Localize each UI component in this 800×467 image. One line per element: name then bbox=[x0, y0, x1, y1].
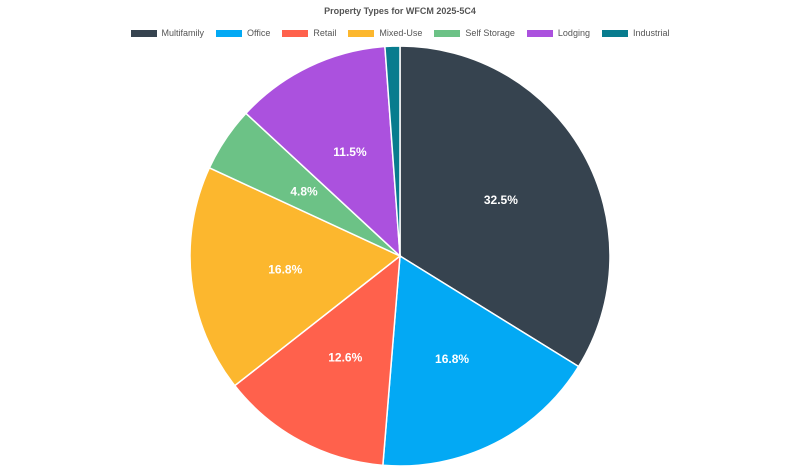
legend-label: Industrial bbox=[632, 28, 670, 38]
legend-swatch bbox=[526, 29, 553, 37]
legend-swatch bbox=[601, 29, 628, 37]
chart-title: Property Types for WFCM 2025-5C4 bbox=[324, 6, 476, 16]
legend-swatch bbox=[216, 29, 243, 37]
slice-data-label: 12.6% bbox=[328, 351, 362, 365]
slice-data-label: 16.8% bbox=[268, 262, 302, 276]
slice-data-label: 4.8% bbox=[290, 185, 318, 199]
legend-item-multifamily[interactable]: Multifamily bbox=[130, 28, 205, 38]
legend-swatch bbox=[130, 29, 157, 37]
slice-data-label: 11.5% bbox=[333, 145, 367, 159]
pie-slice-office[interactable] bbox=[382, 254, 580, 467]
legend-label: Multifamily bbox=[161, 28, 205, 38]
slice-data-label: 16.8% bbox=[435, 352, 469, 366]
pie-slice-multifamily[interactable] bbox=[399, 45, 611, 368]
pie-slice-mixed-use[interactable] bbox=[189, 166, 402, 387]
legend-label: Self Storage bbox=[465, 28, 515, 38]
pie-slice-retail[interactable] bbox=[233, 254, 401, 467]
legend-item-retail[interactable]: Retail bbox=[282, 28, 336, 38]
legend-label: Retail bbox=[313, 28, 337, 38]
legend-swatch bbox=[434, 29, 461, 37]
legend-item-mixed-use[interactable]: Mixed-Use bbox=[348, 28, 422, 38]
legend-item-lodging[interactable]: Lodging bbox=[526, 28, 590, 38]
pie-slice-industrial[interactable] bbox=[384, 45, 401, 257]
legend-swatch bbox=[282, 29, 309, 37]
legend-item-self-storage[interactable]: Self Storage bbox=[434, 28, 515, 38]
legend-swatch bbox=[348, 29, 375, 37]
legend-label: Office bbox=[247, 28, 271, 38]
pie-slice-lodging[interactable] bbox=[244, 45, 401, 258]
legend-item-industrial[interactable]: Industrial bbox=[601, 28, 670, 38]
slice-data-label: 32.5% bbox=[484, 193, 518, 207]
legend: Multifamily Office Retail Mixed-Use Self Sto… bbox=[0, 28, 800, 38]
legend-item-office[interactable]: Office bbox=[216, 28, 270, 38]
legend-label: Lodging bbox=[557, 28, 590, 38]
legend-label: Mixed-Use bbox=[379, 28, 423, 38]
